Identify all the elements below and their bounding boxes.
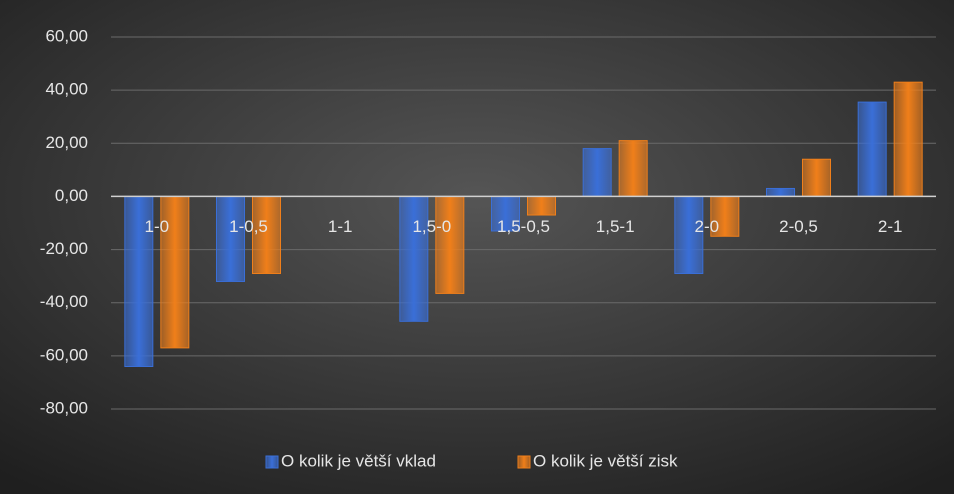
x-tick-label: 1,5-1 <box>596 217 635 236</box>
bar <box>582 148 612 197</box>
x-tick-label: 2-1 <box>878 217 903 236</box>
x-tick-label: 1-0,5 <box>229 217 268 236</box>
y-tick-label: 40,00 <box>45 80 88 99</box>
legend-label: O kolik je větší vklad <box>281 451 436 470</box>
y-tick-label: -60,00 <box>40 345 88 364</box>
x-tick-label: 2-0 <box>695 217 720 236</box>
bar <box>216 195 245 282</box>
y-tick-label: 0,00 <box>55 186 88 205</box>
x-tick-label: 1,5-0,5 <box>497 217 550 236</box>
y-tick-label: -80,00 <box>40 398 88 417</box>
bar <box>857 101 887 197</box>
bar <box>766 187 795 197</box>
x-tick-label: 1,5-0 <box>412 217 451 236</box>
bar <box>160 195 190 349</box>
bar <box>435 195 465 294</box>
y-tick-label: 20,00 <box>45 133 88 152</box>
legend-swatch <box>517 455 531 469</box>
bar <box>252 195 281 274</box>
legend-swatch <box>265 455 279 469</box>
x-tick-label: 1-0 <box>145 217 170 236</box>
x-tick-label: 1-1 <box>328 217 353 236</box>
bar <box>618 140 648 197</box>
legend-label: O kolik je větší zisk <box>533 451 678 470</box>
bar <box>491 195 520 232</box>
y-tick-label: -40,00 <box>40 292 88 311</box>
bar <box>674 195 704 274</box>
y-tick-label: -20,00 <box>40 239 88 258</box>
x-tick-label: 2-0,5 <box>779 217 818 236</box>
bar <box>893 81 923 197</box>
bar <box>124 195 154 367</box>
bar <box>399 195 429 322</box>
bar <box>802 158 831 197</box>
y-tick-label: 60,00 <box>45 26 88 45</box>
bar <box>527 195 556 216</box>
